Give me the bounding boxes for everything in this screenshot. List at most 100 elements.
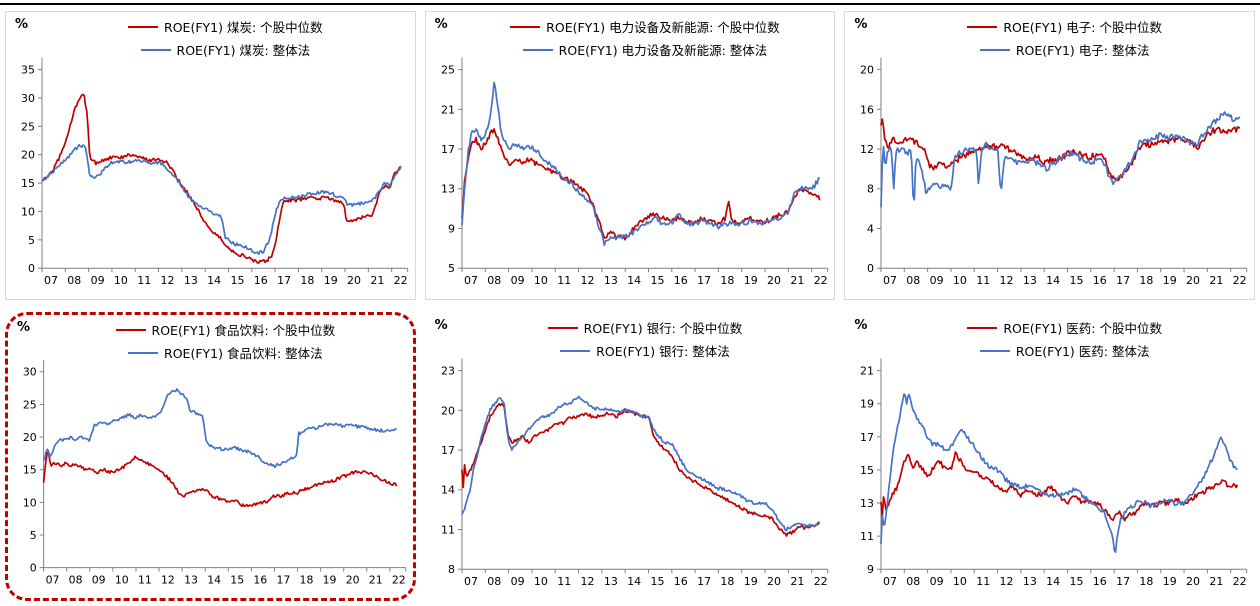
svg-text:21: 21: [1210, 575, 1224, 588]
line-chart-power-new-energy: 5 9 13 17 21 25 07 08 09 10 11 12 13 14 15 16 17 18 19 20 21…: [441, 57, 828, 287]
svg-text:20: 20: [21, 149, 35, 162]
svg-text:18: 18: [1140, 274, 1154, 287]
svg-text:17: 17: [697, 274, 711, 287]
svg-text:20: 20: [347, 274, 361, 287]
svg-text:10: 10: [114, 274, 128, 287]
legend-label: ROE(FY1) 电子: 个股中位数: [1003, 20, 1162, 35]
chart-panel-power-new-energy: % ROE(FY1) 电力设备及新能源: 个股中位数 ROE(FY1) 电力设备…: [424, 11, 836, 300]
svg-text:11: 11: [557, 274, 571, 287]
legend-item-overall: ROE(FY1) 银行: 整体法: [560, 341, 730, 360]
blue-line-swatch-icon: [522, 48, 553, 51]
svg-text:09: 09: [91, 274, 105, 287]
svg-text:20: 20: [767, 274, 781, 287]
legend: ROE(FY1) 食品饮料: 个股中位数 ROE(FY1) 食品饮料: 整体法: [38, 320, 413, 362]
svg-text:07: 07: [464, 575, 478, 588]
line-chart-coal: 0 5 10 15 20 25 30 35 07 08 09 10 11 12 13 14 15 16 17 18 19…: [21, 57, 409, 287]
svg-text:4: 4: [867, 222, 874, 235]
svg-text:20: 20: [23, 431, 37, 444]
svg-text:30: 30: [21, 92, 35, 105]
svg-text:19: 19: [1163, 575, 1177, 588]
legend-label: ROE(FY1) 医药: 整体法: [1015, 344, 1150, 359]
svg-text:20: 20: [767, 575, 781, 588]
svg-text:12: 12: [1000, 274, 1014, 287]
svg-text:19: 19: [324, 274, 338, 287]
svg-text:22: 22: [394, 274, 408, 287]
line-chart-bank: 8 11 14 17 20 23 07 08 09 10 11 12 13 14 15 16 17 18 19 20 2…: [441, 358, 828, 588]
svg-text:22: 22: [1233, 274, 1247, 287]
svg-text:21: 21: [369, 573, 383, 586]
svg-text:21: 21: [790, 274, 804, 287]
svg-text:5: 5: [448, 262, 455, 275]
svg-text:11: 11: [137, 274, 151, 287]
svg-text:13: 13: [604, 274, 618, 287]
svg-text:22: 22: [1233, 575, 1247, 588]
svg-text:17: 17: [860, 431, 874, 444]
svg-text:17: 17: [441, 444, 455, 457]
svg-text:30: 30: [23, 366, 37, 379]
legend-label: ROE(FY1) 煤炭: 个股中位数: [164, 20, 323, 35]
legend: ROE(FY1) 电力设备及新能源: 个股中位数 ROE(FY1) 电力设备及新…: [456, 17, 835, 59]
svg-text:22: 22: [392, 573, 406, 586]
svg-text:07: 07: [464, 274, 478, 287]
svg-text:14: 14: [207, 573, 221, 586]
svg-text:20: 20: [441, 404, 455, 417]
svg-text:17: 17: [1116, 274, 1130, 287]
svg-text:09: 09: [510, 274, 524, 287]
chart-panel-pharma: % ROE(FY1) 医药: 个股中位数 ROE(FY1) 医药: 整体法 9 1…: [844, 312, 1255, 601]
legend-label: ROE(FY1) 银行: 个股中位数: [583, 321, 743, 336]
svg-text:16: 16: [673, 575, 687, 588]
svg-text:15: 15: [1070, 274, 1084, 287]
red-line-swatch-icon: [115, 328, 146, 331]
svg-text:21: 21: [860, 365, 874, 378]
svg-text:14: 14: [207, 274, 221, 287]
blue-line-swatch-icon: [979, 349, 1010, 352]
svg-text:25: 25: [21, 120, 35, 133]
svg-text:23: 23: [441, 365, 455, 378]
svg-text:13: 13: [1023, 274, 1037, 287]
svg-text:10: 10: [534, 575, 548, 588]
svg-text:0: 0: [30, 562, 37, 575]
svg-text:17: 17: [276, 573, 290, 586]
svg-text:35: 35: [21, 64, 35, 77]
svg-text:13: 13: [604, 575, 618, 588]
svg-text:15: 15: [230, 274, 244, 287]
legend-label: ROE(FY1) 食品饮料: 个股中位数: [151, 323, 336, 338]
svg-text:07: 07: [883, 575, 897, 588]
line-chart-electronics: 0 4 8 12 16 20 07 08 09 10 11 12 13 14 15 16 17 18 19 20 21 2…: [860, 57, 1248, 287]
svg-text:15: 15: [650, 575, 664, 588]
svg-text:09: 09: [930, 274, 944, 287]
svg-text:15: 15: [650, 274, 664, 287]
svg-text:10: 10: [953, 575, 967, 588]
svg-text:07: 07: [883, 274, 897, 287]
svg-text:21: 21: [1210, 274, 1224, 287]
legend-item-median: ROE(FY1) 电子: 个股中位数: [967, 17, 1162, 36]
legend-item-median: ROE(FY1) 食品饮料: 个股中位数: [115, 320, 336, 339]
svg-text:15: 15: [230, 573, 244, 586]
legend-label: ROE(FY1) 医药: 个股中位数: [1003, 321, 1162, 336]
svg-text:18: 18: [300, 274, 314, 287]
legend-item-median: ROE(FY1) 电力设备及新能源: 个股中位数: [510, 17, 780, 36]
svg-text:09: 09: [930, 575, 944, 588]
svg-text:12: 12: [580, 575, 594, 588]
svg-text:11: 11: [977, 575, 991, 588]
svg-text:25: 25: [441, 64, 455, 77]
line-chart-food-beverage: 0 5 10 15 20 25 30 07 08 09 10 11 12 13 14 15 16 17 18 19 20…: [23, 360, 407, 586]
charts-grid: % ROE(FY1) 煤炭: 个股中位数 ROE(FY1) 煤炭: 整体法 0 5…: [0, 5, 1260, 605]
blue-line-swatch-icon: [128, 351, 159, 354]
legend-item-median: ROE(FY1) 煤炭: 个股中位数: [128, 17, 323, 36]
red-line-swatch-icon: [967, 25, 998, 28]
svg-text:11: 11: [977, 274, 991, 287]
svg-text:22: 22: [813, 575, 827, 588]
svg-text:14: 14: [1047, 575, 1061, 588]
svg-text:15: 15: [23, 464, 37, 477]
svg-text:11: 11: [557, 575, 571, 588]
svg-text:19: 19: [743, 575, 757, 588]
svg-text:15: 15: [1070, 575, 1084, 588]
svg-text:13: 13: [1023, 575, 1037, 588]
svg-text:22: 22: [813, 274, 827, 287]
line-chart-pharma: 9 11 13 15 17 19 21 07 08 09 10 11 12 13 14 15 16 17 18 19 2…: [860, 358, 1248, 588]
svg-text:09: 09: [92, 573, 106, 586]
svg-text:8: 8: [448, 563, 455, 576]
blue-line-swatch-icon: [979, 48, 1010, 51]
svg-text:20: 20: [860, 64, 874, 77]
